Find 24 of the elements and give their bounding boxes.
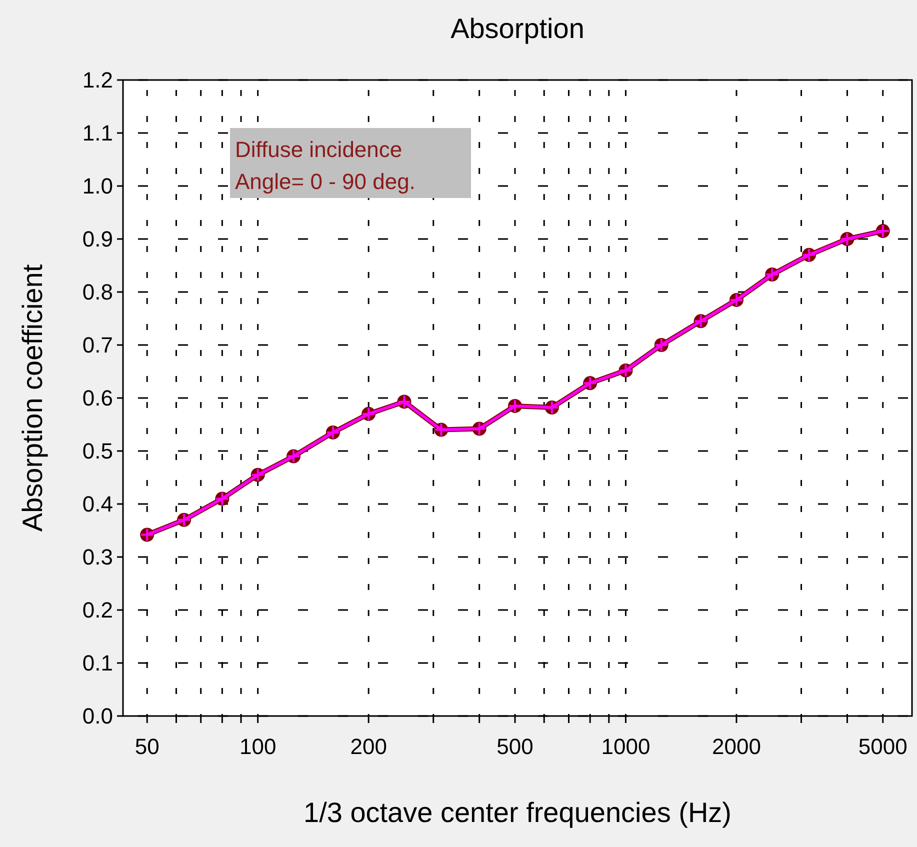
x-tick-label: 200: [350, 734, 387, 759]
x-tick-label: 50: [134, 734, 160, 759]
x-tick-label: 500: [496, 734, 534, 759]
y-tick-label: 0.2: [82, 598, 113, 623]
y-tick-label: 1.1: [82, 120, 113, 146]
y-axis-title: Absorption coefficient: [17, 264, 48, 532]
y-tick-label: 1.0: [82, 174, 113, 199]
x-tick-label: 5000: [858, 734, 908, 759]
y-tick-label: 0.5: [82, 438, 113, 464]
y-tick-label: 1.2: [82, 68, 113, 93]
y-tick-label: 0.0: [82, 704, 113, 729]
y-tick-label: 0.9: [82, 226, 113, 252]
x-tick-label: 100: [239, 734, 276, 759]
annotation: Diffuse incidence Angle= 0 - 90 deg.: [235, 137, 416, 194]
x-axis-title: 1/3 octave center frequencies (Hz): [304, 797, 732, 828]
y-tick-label: 0.1: [82, 650, 113, 676]
x-tick-label: 1000: [601, 734, 650, 759]
y-tick-label: 0.3: [82, 544, 113, 570]
y-tick-label: 0.6: [82, 386, 113, 411]
y-tick-label: 0.8: [82, 280, 113, 305]
x-tick-label: 2000: [712, 734, 761, 759]
chart-title: Absorption: [450, 13, 584, 44]
y-tick-label: 0.4: [82, 492, 113, 517]
y-tick-label: 0.7: [82, 332, 113, 358]
